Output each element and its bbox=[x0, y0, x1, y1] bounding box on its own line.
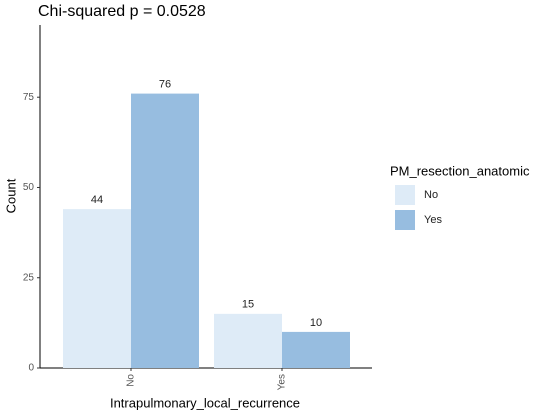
y-tick-label: 50 bbox=[23, 182, 35, 193]
data-label: 44 bbox=[91, 194, 103, 206]
chart-title: Chi-squared p = 0.0528 bbox=[38, 3, 206, 20]
data-label: 76 bbox=[159, 79, 171, 91]
y-tick-label: 0 bbox=[28, 363, 34, 374]
bar bbox=[63, 209, 131, 368]
y-tick-label: 25 bbox=[23, 272, 35, 283]
bar bbox=[214, 313, 282, 368]
legend-key bbox=[395, 185, 415, 205]
x-tick-label: No bbox=[126, 374, 137, 387]
legend-key bbox=[395, 210, 415, 230]
y-axis-title: Count bbox=[3, 178, 18, 213]
bar bbox=[282, 331, 350, 368]
bar bbox=[131, 93, 199, 368]
data-label: 10 bbox=[310, 317, 322, 329]
x-axis-title: Intrapulmonary_local_recurrence bbox=[110, 395, 300, 410]
data-label: 15 bbox=[242, 299, 254, 311]
legend-label: Yes bbox=[424, 214, 442, 226]
y-tick-label: 75 bbox=[23, 92, 35, 103]
legend-title: PM_resection_anatomic bbox=[390, 163, 530, 178]
legend-label: No bbox=[424, 189, 438, 201]
x-tick-label: Yes bbox=[277, 374, 288, 390]
